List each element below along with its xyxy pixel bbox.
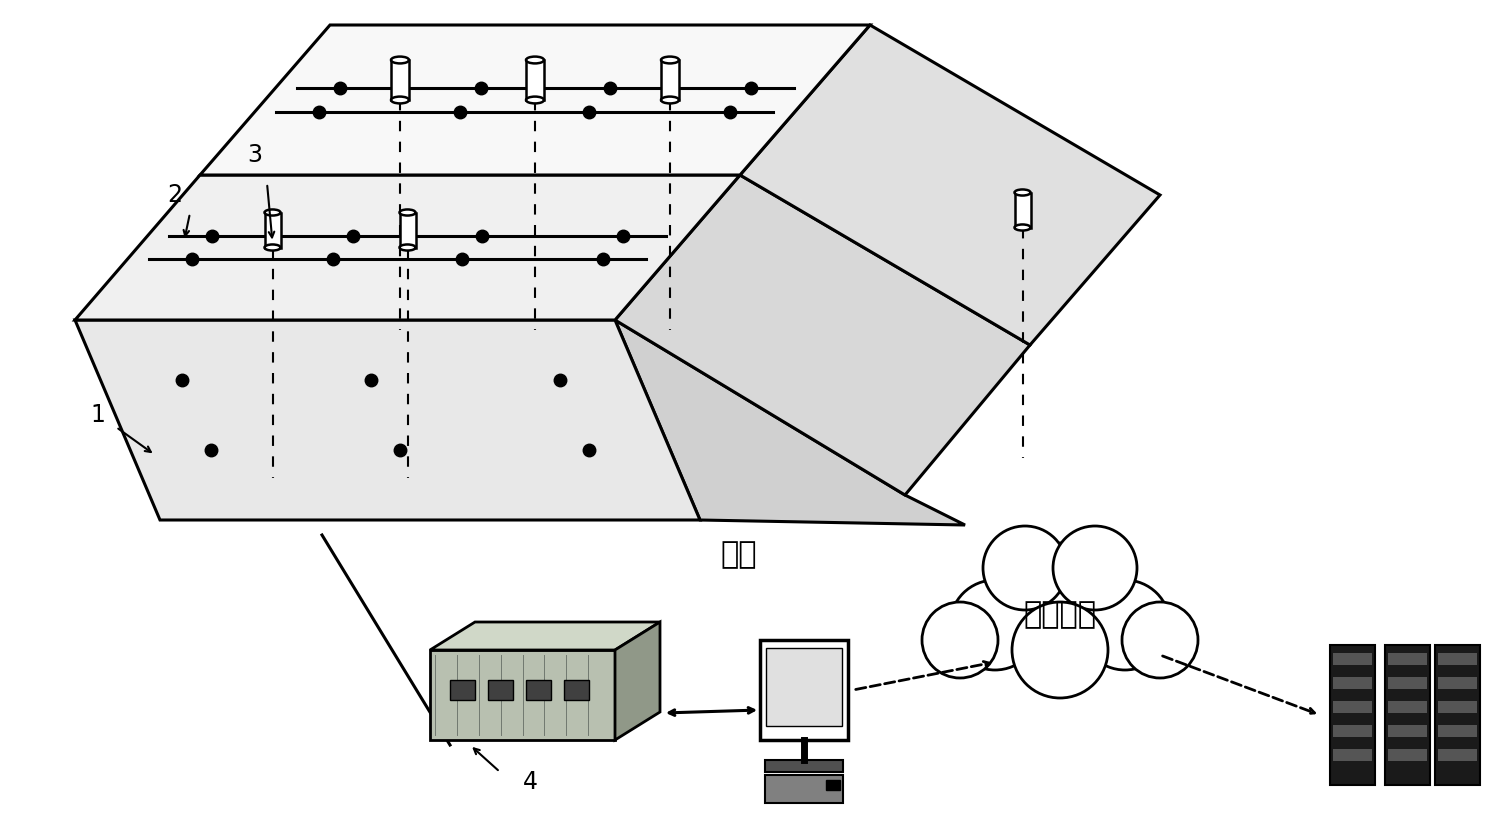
Ellipse shape [1014, 224, 1031, 230]
Bar [526, 680, 552, 700]
Bar [488, 680, 514, 700]
Ellipse shape [399, 244, 416, 250]
Bar [766, 648, 842, 726]
Ellipse shape [660, 57, 678, 63]
Bar [1389, 653, 1426, 665]
Bar [264, 213, 281, 248]
Bar [1438, 677, 1476, 689]
Polygon shape [615, 622, 660, 740]
Ellipse shape [399, 209, 416, 215]
Polygon shape [76, 175, 740, 320]
Ellipse shape [391, 96, 409, 103]
Bar [1438, 701, 1476, 713]
Circle shape [1053, 526, 1136, 610]
Ellipse shape [264, 209, 281, 215]
Bar [564, 680, 589, 700]
Bar [399, 213, 416, 248]
Circle shape [984, 526, 1067, 610]
Bar [660, 60, 678, 100]
Polygon shape [199, 25, 870, 175]
Polygon shape [76, 320, 700, 520]
Bar [1438, 749, 1476, 761]
Bar [1333, 749, 1372, 761]
Circle shape [997, 543, 1123, 667]
Ellipse shape [660, 96, 678, 103]
Circle shape [1123, 602, 1198, 678]
Ellipse shape [1014, 189, 1031, 195]
Polygon shape [431, 650, 615, 740]
Bar [827, 780, 840, 790]
Circle shape [1080, 580, 1170, 670]
Polygon shape [615, 320, 966, 525]
Bar [1333, 701, 1372, 713]
Bar [1386, 645, 1429, 785]
Ellipse shape [526, 57, 544, 63]
Text: 2: 2 [168, 183, 183, 207]
Text: 边坡: 边坡 [721, 540, 757, 569]
Bar [1389, 701, 1426, 713]
Bar [1438, 725, 1476, 737]
Ellipse shape [526, 96, 544, 103]
Bar [1389, 677, 1426, 689]
Bar [1389, 749, 1426, 761]
Polygon shape [740, 25, 1160, 345]
Polygon shape [615, 175, 1031, 495]
Bar [526, 60, 544, 100]
Text: 1: 1 [91, 403, 106, 427]
Text: 互联网络: 互联网络 [1023, 601, 1097, 630]
Bar [1435, 645, 1479, 785]
Circle shape [950, 580, 1040, 670]
Bar [1014, 193, 1031, 228]
Bar [760, 640, 848, 740]
Text: 4: 4 [523, 770, 538, 794]
Bar [1389, 725, 1426, 737]
Bar [450, 680, 474, 700]
Bar [765, 760, 843, 772]
Ellipse shape [391, 57, 409, 63]
Bar [1333, 725, 1372, 737]
Bar [1333, 653, 1372, 665]
Bar [1333, 677, 1372, 689]
Bar [391, 60, 409, 100]
Circle shape [1012, 602, 1108, 698]
Circle shape [922, 602, 997, 678]
Bar [765, 775, 843, 803]
Polygon shape [431, 622, 660, 650]
Bar [1438, 653, 1476, 665]
Bar [1330, 645, 1375, 785]
Ellipse shape [264, 244, 281, 250]
Text: 3: 3 [248, 143, 263, 167]
